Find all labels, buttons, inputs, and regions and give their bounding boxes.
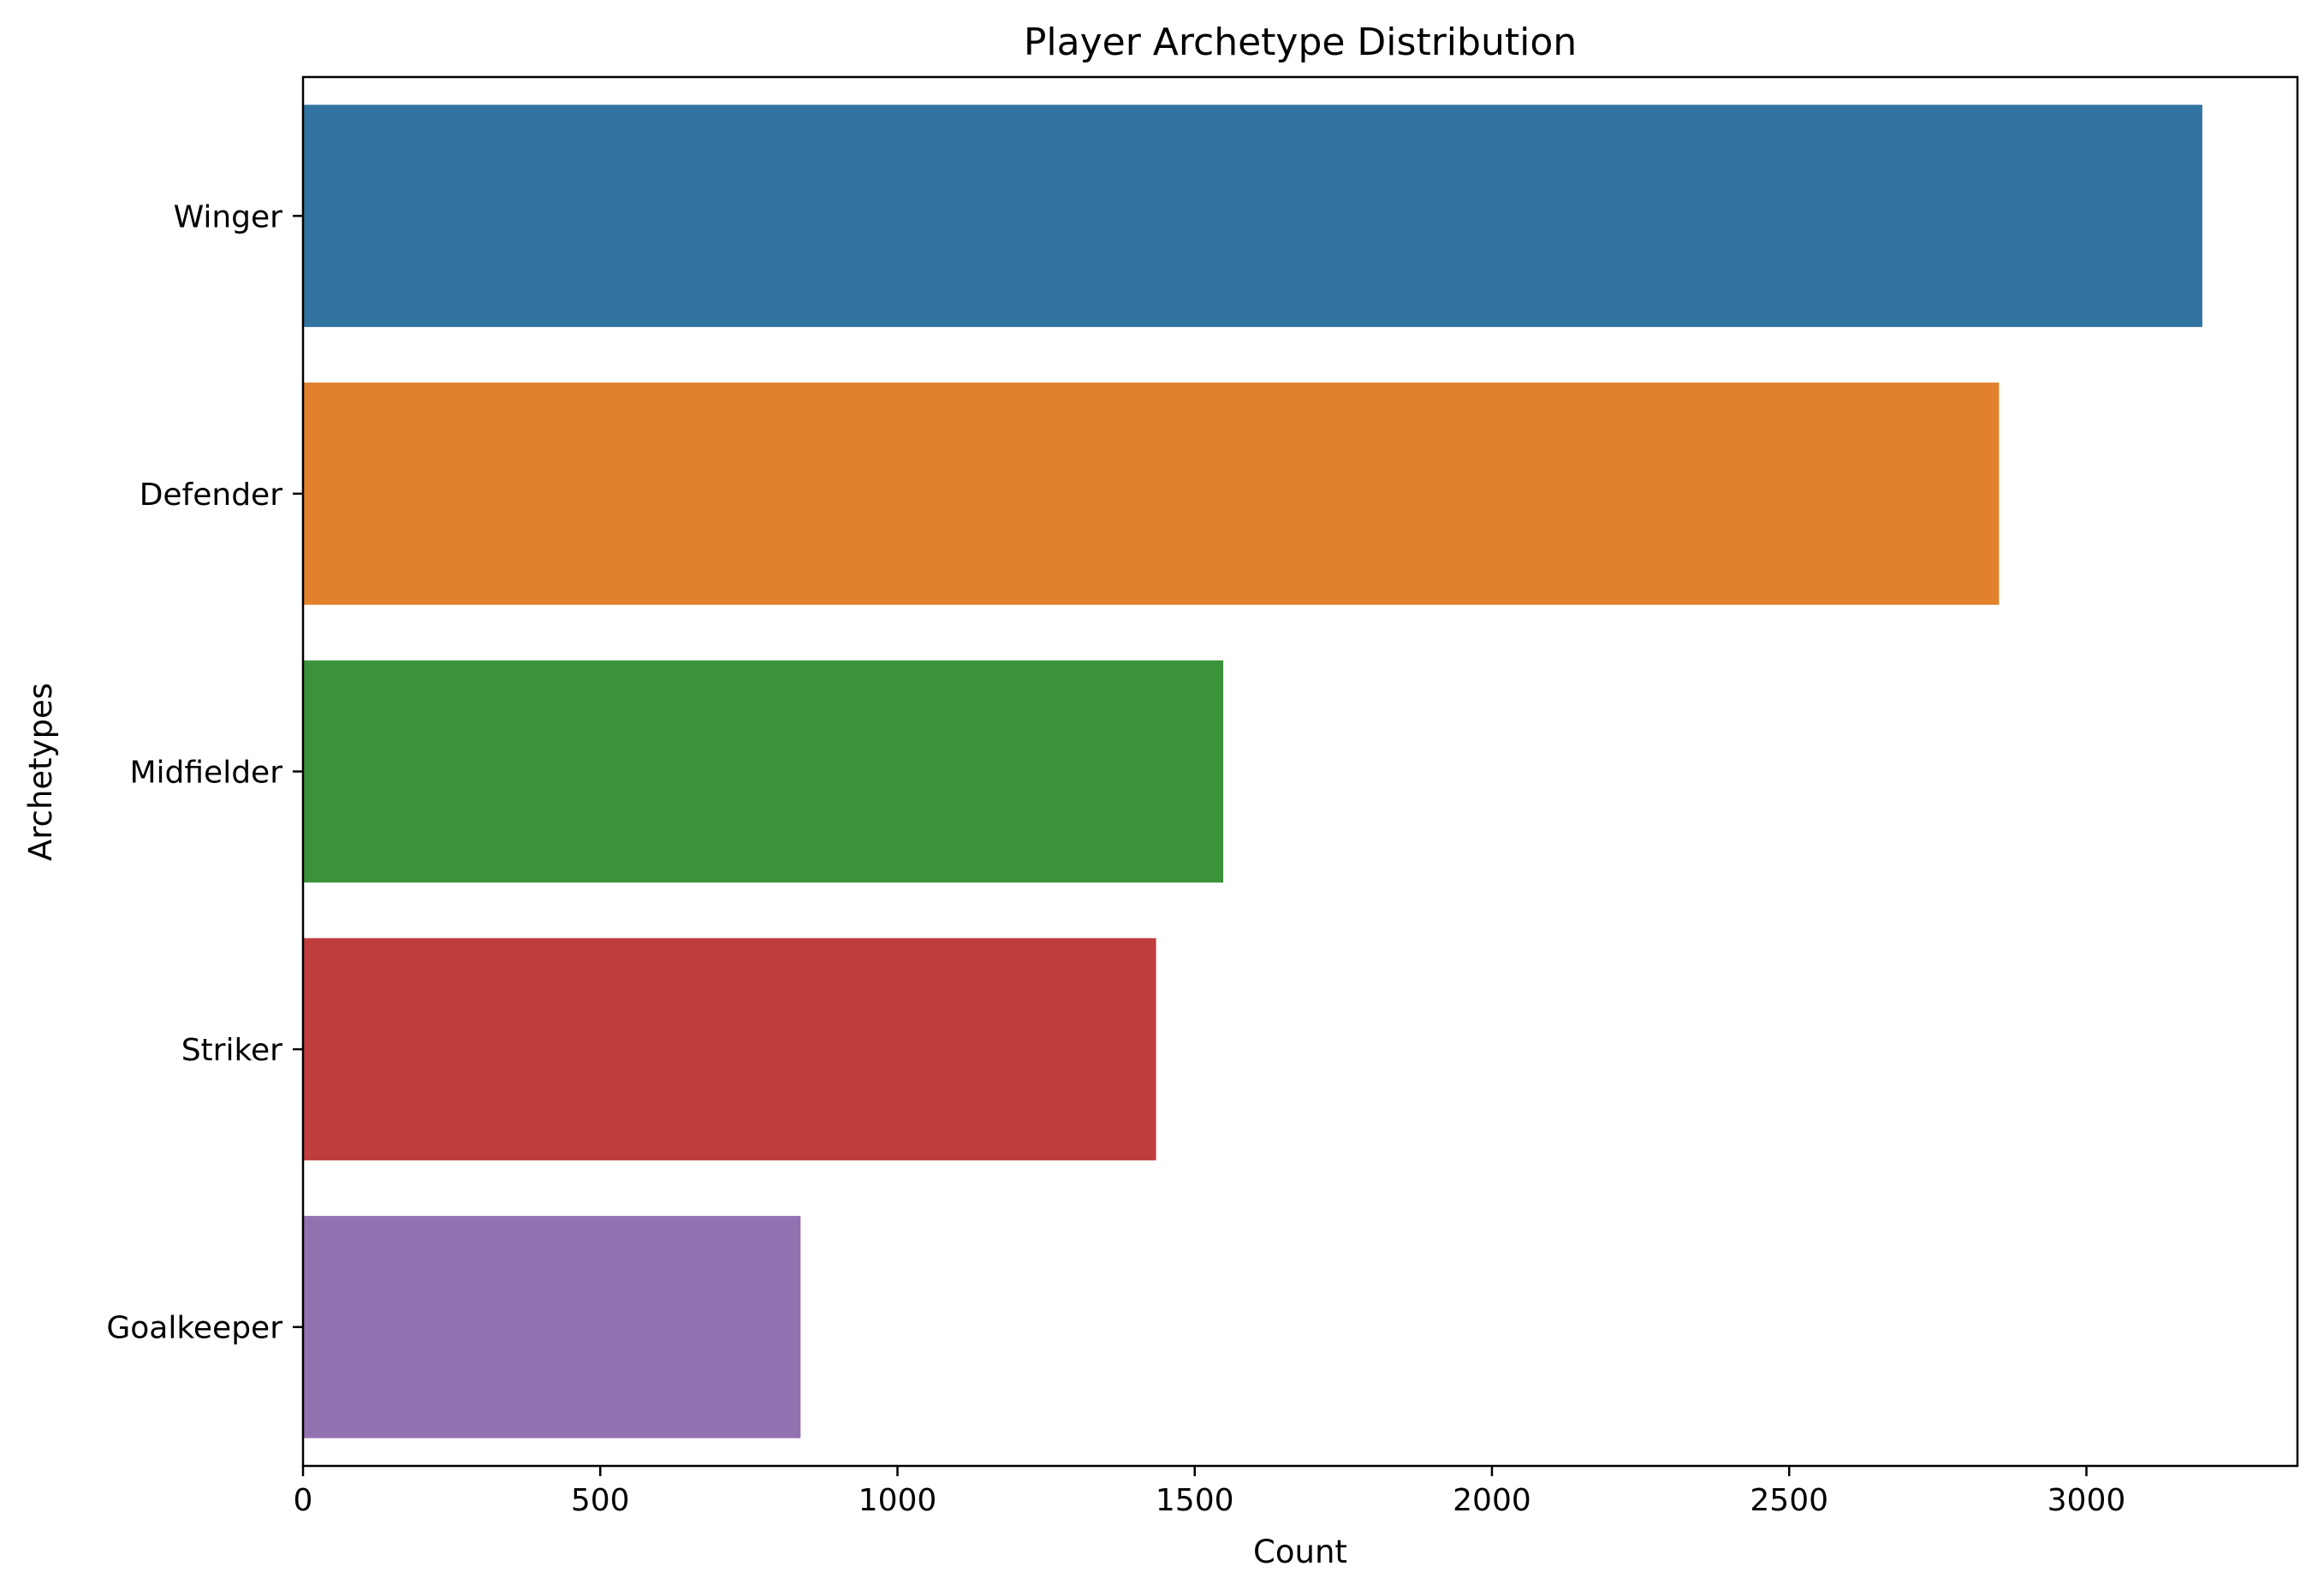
- chart-title: Player Archetype Distribution: [1024, 21, 1577, 64]
- bar-defender: [303, 383, 2000, 605]
- x-tick-label-2500: 2500: [1750, 1483, 1828, 1518]
- bar-winger: [303, 104, 2202, 328]
- bar-midfielder: [303, 660, 1224, 883]
- y-tick-label-winger: Winger: [174, 199, 283, 234]
- y-ticks-group: Winger Defender Midfielder Striker Goalkeepe…: [106, 199, 303, 1346]
- bars-group: [303, 104, 2202, 1439]
- x-tick-label-1000: 1000: [859, 1483, 937, 1518]
- y-tick-label-midfielder: Midfielder: [129, 756, 282, 791]
- y-tick-label-striker: Striker: [181, 1033, 282, 1068]
- x-tick-label-500: 500: [571, 1483, 630, 1518]
- x-ticks-group: 0 500 1000 1500 2000 2500 3000: [294, 1466, 2126, 1518]
- x-tick-label-2000: 2000: [1453, 1483, 1531, 1518]
- y-tick-label-goalkeeper: Goalkeeper: [106, 1311, 282, 1346]
- x-tick-label-3000: 3000: [2048, 1483, 2126, 1518]
- bar-striker: [303, 938, 1156, 1160]
- plot-frame: [301, 75, 2299, 1468]
- y-tick-label-defender: Defender: [140, 478, 283, 513]
- bar-goalkeeper: [303, 1215, 801, 1439]
- x-axis-title: Count: [1253, 1534, 1347, 1570]
- x-tick-label-0: 0: [294, 1483, 313, 1518]
- y-axis-title: Archetypes: [22, 683, 59, 861]
- x-tick-label-1500: 1500: [1156, 1483, 1234, 1518]
